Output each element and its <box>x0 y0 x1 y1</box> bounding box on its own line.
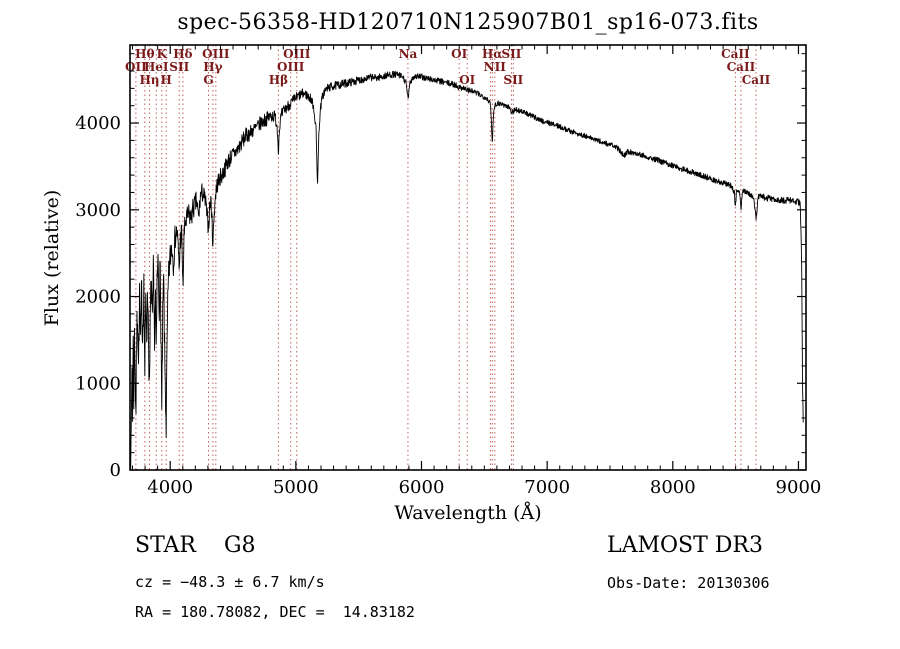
svg-text:OIII: OIII <box>202 47 230 61</box>
survey-label: LAMOST DR3 <box>607 533 763 558</box>
svg-text:9000: 9000 <box>776 477 822 498</box>
radial-velocity-label: cz = −48.3 ± 6.7 km/s <box>135 573 325 591</box>
svg-text:CaII: CaII <box>721 47 750 61</box>
svg-text:SII: SII <box>169 60 189 74</box>
svg-text:CaII: CaII <box>727 60 756 74</box>
svg-text:OIII: OIII <box>283 47 311 61</box>
svg-text:OI: OI <box>451 47 467 61</box>
object-type-label: STAR G8 <box>135 533 256 558</box>
svg-text:3000: 3000 <box>75 200 121 221</box>
coordinates-label: RA = 180.78082, DEC = 14.83182 <box>135 603 415 621</box>
svg-text:Hγ: Hγ <box>203 60 222 74</box>
svg-text:K: K <box>157 47 168 61</box>
svg-text:Hδ: Hδ <box>173 47 192 61</box>
svg-text:0: 0 <box>110 460 121 481</box>
svg-text:2000: 2000 <box>75 287 121 308</box>
svg-text:CaII: CaII <box>742 73 771 87</box>
svg-text:NII: NII <box>484 60 507 74</box>
svg-text:Hβ: Hβ <box>269 73 288 87</box>
svg-text:OIII: OIII <box>277 60 305 74</box>
svg-text:5000: 5000 <box>273 477 319 498</box>
svg-text:SII: SII <box>502 47 522 61</box>
y-axis-label: Flux (relative) <box>41 189 63 327</box>
svg-text:Na: Na <box>399 47 418 61</box>
svg-text:HeI: HeI <box>144 60 169 74</box>
svg-text:8000: 8000 <box>650 477 696 498</box>
svg-text:Hθ: Hθ <box>135 47 154 61</box>
svg-text:4000: 4000 <box>147 477 193 498</box>
svg-text:H: H <box>161 73 172 87</box>
svg-text:Hη: Hη <box>139 73 159 87</box>
svg-text:1000: 1000 <box>75 373 121 394</box>
obs-date-label: Obs-Date: 20130306 <box>607 574 770 592</box>
svg-text:SII: SII <box>503 73 523 87</box>
spectrum-trace <box>130 70 804 470</box>
svg-text:OI: OI <box>459 73 475 87</box>
x-axis-label: Wavelength (Å) <box>394 502 542 524</box>
svg-text:6000: 6000 <box>399 477 445 498</box>
svg-text:Hα: Hα <box>482 47 503 61</box>
axes-and-ticks: 4000 5000 6000 7000 8000 9000 0 1000 2000 3000 400… <box>75 44 822 498</box>
spectral-line-markers <box>135 45 757 470</box>
plot-title: spec-56358-HD120710N125907B01_sp16-073.f… <box>177 10 759 35</box>
svg-text:G: G <box>203 73 213 87</box>
svg-text:4000: 4000 <box>75 113 121 134</box>
svg-text:7000: 7000 <box>524 477 570 498</box>
